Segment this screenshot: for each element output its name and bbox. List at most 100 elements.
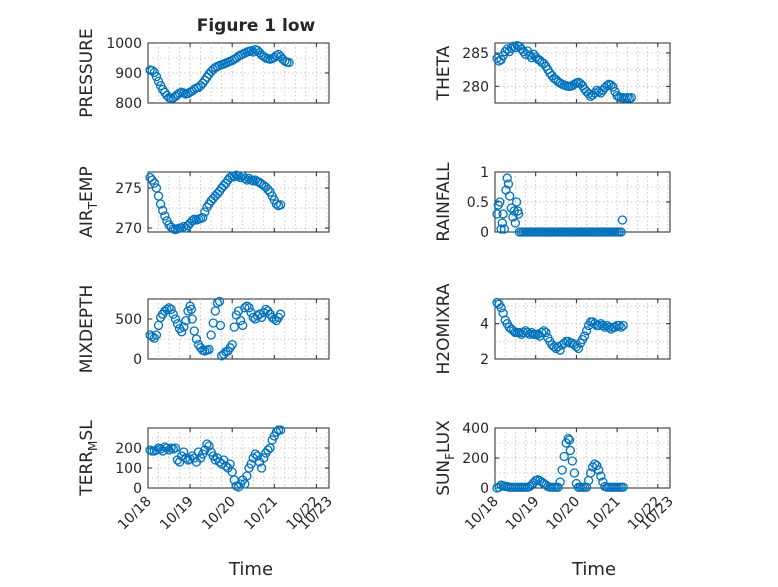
theta-point bbox=[508, 41, 518, 51]
theta-point bbox=[608, 82, 618, 92]
rainfall-point bbox=[492, 209, 502, 219]
terr_msl-point bbox=[259, 453, 269, 463]
pressure-point bbox=[248, 47, 258, 57]
h2omixra-point bbox=[539, 326, 549, 336]
theta-point bbox=[590, 88, 600, 98]
air_temp-point bbox=[263, 184, 273, 195]
terr_msl-point bbox=[271, 427, 282, 437]
sun_flux-point bbox=[569, 468, 580, 478]
air_temp-point bbox=[158, 205, 168, 216]
mixdepth-point bbox=[181, 315, 191, 326]
theta-ytick-label: 280 bbox=[462, 79, 489, 95]
rainfall-point bbox=[495, 197, 505, 207]
theta-point bbox=[492, 53, 502, 63]
terr_msl-point bbox=[170, 443, 181, 453]
mixdepth-point bbox=[238, 320, 248, 331]
rainfall-point bbox=[510, 218, 520, 228]
terr_msl-point bbox=[164, 445, 174, 455]
theta-ytick-label: 285 bbox=[462, 46, 489, 62]
mixdepth-point bbox=[187, 314, 197, 324]
terr_msl-point bbox=[263, 445, 273, 455]
mixdepth-point bbox=[257, 312, 267, 323]
h2omixra-point bbox=[614, 320, 624, 331]
rainfall-point bbox=[503, 179, 514, 189]
sun_flux-grid bbox=[495, 428, 670, 488]
air_temp-point bbox=[187, 216, 197, 226]
theta-point bbox=[606, 80, 616, 90]
mixdepth-point bbox=[212, 298, 223, 308]
mixdepth-point bbox=[275, 309, 286, 319]
h2omixra-point bbox=[598, 320, 608, 331]
pressure-ytick-label: 1000 bbox=[106, 36, 142, 52]
terr_msl-point bbox=[246, 459, 256, 469]
air_temp-point bbox=[149, 178, 159, 188]
pressure-ytick-label: 800 bbox=[115, 96, 142, 112]
mixdepth-point bbox=[151, 330, 162, 340]
pressure-point bbox=[284, 57, 294, 68]
sun_flux-point bbox=[567, 456, 577, 466]
terr_msl-xtick-label: 10/21 bbox=[241, 494, 281, 534]
theta-point bbox=[602, 81, 612, 91]
rainfall-point bbox=[511, 197, 522, 207]
terr_msl-point bbox=[204, 441, 214, 451]
air_temp-axes-frame bbox=[147, 171, 330, 233]
h2omixra-point bbox=[581, 326, 592, 336]
terr_msl-xtick-label: 10/19 bbox=[157, 494, 197, 534]
terr_msl-point bbox=[252, 451, 263, 461]
rainfall-grid bbox=[495, 172, 670, 232]
air_temp-point bbox=[240, 173, 250, 184]
mixdepth-point bbox=[244, 303, 254, 313]
h2omixra-point bbox=[616, 322, 626, 332]
rainfall-point bbox=[497, 218, 507, 228]
panel-mixdepth: 0 500 MIXDEPTH bbox=[77, 285, 330, 373]
pressure-ylabel: PRESSURE bbox=[77, 28, 97, 117]
mixdepth-point bbox=[177, 327, 187, 337]
mixdepth-point bbox=[206, 330, 216, 340]
air_temp-point bbox=[155, 199, 166, 209]
mixdepth-point bbox=[162, 304, 172, 315]
mixdepth-ytick-label: 500 bbox=[115, 312, 142, 328]
h2omixra-point bbox=[537, 327, 547, 338]
rainfall-point bbox=[499, 224, 510, 234]
sun_flux-point bbox=[565, 445, 575, 456]
mixdepth-point bbox=[242, 301, 252, 311]
terr_msl-point bbox=[179, 447, 189, 457]
mixdepth-point bbox=[229, 322, 239, 332]
terr_msl-point bbox=[221, 461, 231, 471]
rainfall-point bbox=[616, 227, 626, 237]
sun_flux-point bbox=[561, 438, 571, 448]
theta-axes-frame bbox=[494, 42, 671, 104]
air_temp-ylabel: AIRTEMP bbox=[77, 166, 100, 237]
mixdepth-point bbox=[269, 314, 279, 324]
rainfall-point bbox=[508, 212, 518, 222]
rainfall-ylabel: RAINFALL bbox=[434, 162, 454, 242]
rainfall-ytick-label: 0.5 bbox=[467, 195, 489, 211]
h2omixra-point bbox=[579, 331, 590, 341]
rainfall-point bbox=[513, 209, 524, 219]
panel-rainfall: 0 0.5 1 RAINFALL bbox=[434, 162, 671, 242]
sun_flux-point bbox=[555, 477, 565, 487]
pressure-point bbox=[246, 46, 256, 56]
sun_flux-point bbox=[585, 468, 596, 478]
sun_flux-point bbox=[596, 471, 606, 481]
figure-title: Figure 1 low bbox=[197, 16, 316, 36]
sun_flux-xtick-label: 10/19 bbox=[503, 494, 543, 534]
terr_msl-xtick-label: 10/20 bbox=[199, 494, 239, 534]
panel-h2omixra: 2 4 H2OMIXRA bbox=[434, 283, 671, 375]
mixdepth-point bbox=[204, 344, 214, 355]
mixdepth-point bbox=[168, 309, 178, 319]
terr_msl-point bbox=[250, 449, 260, 459]
air_temp-point bbox=[198, 212, 208, 223]
theta-point bbox=[626, 93, 636, 103]
h2omixra-point bbox=[555, 345, 565, 355]
sun_flux-ytick-label: 200 bbox=[462, 451, 489, 467]
mixdepth-point bbox=[235, 315, 246, 326]
h2omixra-point bbox=[541, 327, 551, 338]
sun_flux-ytick-label: 0 bbox=[480, 481, 489, 497]
mixdepth-ytick-label: 0 bbox=[133, 352, 142, 368]
sun_flux-point bbox=[581, 482, 592, 492]
sun_flux-ytick-label: 400 bbox=[462, 421, 489, 437]
